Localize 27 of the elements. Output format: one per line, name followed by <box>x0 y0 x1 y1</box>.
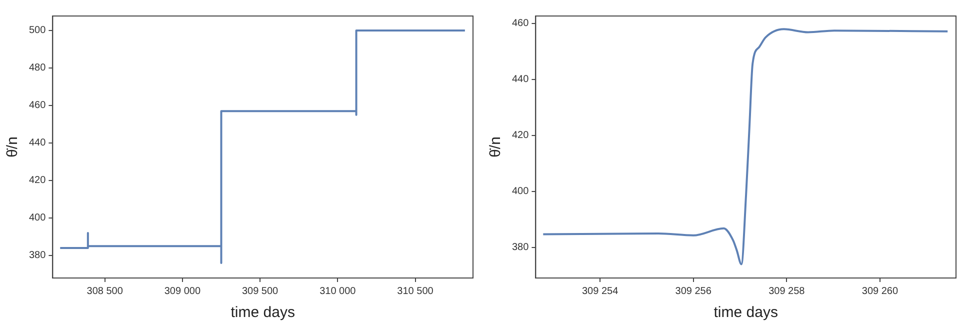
line-series <box>542 28 949 266</box>
x-axis-title: time days <box>714 304 778 322</box>
y-tick-label: 480 <box>28 62 46 74</box>
x-tick-label: 309 500 <box>242 286 279 297</box>
y-tick-label: 400 <box>512 186 530 198</box>
y-tick-label: 440 <box>28 138 46 149</box>
x-tick-label: 310 500 <box>397 286 434 297</box>
y-tick-label: 420 <box>28 175 46 186</box>
y-tick-label: 440 <box>512 74 530 86</box>
y-tick-label: 380 <box>512 242 530 254</box>
x-tick-label: 309 260 <box>862 286 898 297</box>
y-tick-label: 420 <box>512 130 530 142</box>
line-series <box>59 29 466 264</box>
x-tick-label: 308 500 <box>86 286 124 297</box>
x-tick-label: 309 254 <box>582 286 619 297</box>
x-tick-label: 310 000 <box>320 286 356 297</box>
y-tick-label: 460 <box>512 18 530 30</box>
x-axis-title: time days <box>230 304 295 322</box>
y-tick-label: 380 <box>28 250 46 262</box>
y-tick-label: 500 <box>28 25 46 36</box>
y-tick-label: 460 <box>28 100 46 112</box>
x-tick-label: 309 256 <box>675 286 712 297</box>
y-axis-title: θ̇/n <box>487 136 504 158</box>
x-tick-label: 309 000 <box>164 286 201 297</box>
x-tick-label: 309 258 <box>768 286 806 297</box>
y-tick-label: 400 <box>28 212 46 224</box>
y-axis-title: θ̇/n <box>4 136 22 158</box>
